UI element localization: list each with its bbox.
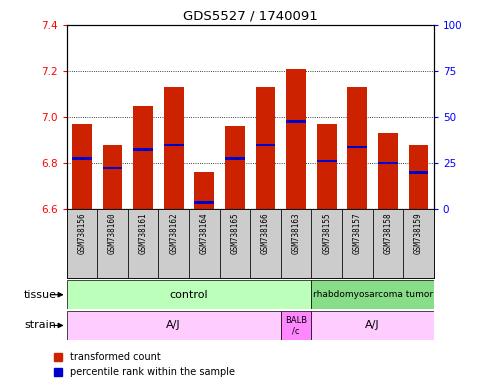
Text: GSM738156: GSM738156: [77, 213, 86, 254]
Bar: [103, 167, 122, 169]
Text: GSM738164: GSM738164: [200, 213, 209, 254]
Text: GSM738161: GSM738161: [139, 213, 147, 254]
Bar: [348, 146, 367, 148]
Bar: [164, 144, 183, 146]
Bar: [103, 145, 122, 209]
Text: GSM738165: GSM738165: [230, 213, 240, 254]
Bar: [128, 209, 158, 278]
Bar: [255, 144, 276, 146]
Bar: [286, 121, 306, 123]
Text: GSM738166: GSM738166: [261, 213, 270, 254]
Bar: [378, 162, 398, 164]
Bar: [317, 160, 337, 162]
Bar: [72, 157, 92, 160]
Bar: [409, 145, 428, 209]
Text: GSM738158: GSM738158: [384, 213, 392, 254]
Bar: [312, 311, 434, 340]
Text: GSM738159: GSM738159: [414, 213, 423, 254]
Bar: [225, 157, 245, 160]
Text: strain: strain: [25, 320, 57, 331]
Bar: [97, 209, 128, 278]
Bar: [225, 126, 245, 209]
Bar: [67, 280, 312, 309]
Bar: [133, 106, 153, 209]
Bar: [250, 209, 281, 278]
Bar: [67, 311, 281, 340]
Bar: [373, 209, 403, 278]
Text: GSM738162: GSM738162: [169, 213, 178, 254]
Bar: [255, 87, 276, 209]
Text: GSM738160: GSM738160: [108, 213, 117, 254]
Bar: [403, 209, 434, 278]
Text: BALB
/c: BALB /c: [285, 316, 307, 335]
Bar: [348, 87, 367, 209]
Text: GSM738163: GSM738163: [291, 213, 301, 254]
Bar: [286, 69, 306, 209]
Bar: [67, 209, 97, 278]
Bar: [378, 133, 398, 209]
Text: A/J: A/J: [166, 320, 181, 331]
Text: GSM738157: GSM738157: [353, 213, 362, 254]
Text: tissue: tissue: [24, 290, 57, 300]
Bar: [281, 311, 312, 340]
Bar: [194, 172, 214, 209]
Text: rhabdomyosarcoma tumor: rhabdomyosarcoma tumor: [313, 290, 433, 299]
Bar: [317, 124, 337, 209]
Bar: [312, 209, 342, 278]
Bar: [164, 87, 183, 209]
Bar: [312, 280, 434, 309]
Bar: [194, 201, 214, 204]
Legend: transformed count, percentile rank within the sample: transformed count, percentile rank withi…: [54, 353, 235, 377]
Bar: [219, 209, 250, 278]
Bar: [72, 124, 92, 209]
Text: GSM738155: GSM738155: [322, 213, 331, 254]
Bar: [409, 171, 428, 174]
Bar: [133, 148, 153, 151]
Text: A/J: A/J: [365, 320, 380, 331]
Text: control: control: [170, 290, 209, 300]
Text: GDS5527 / 1740091: GDS5527 / 1740091: [183, 10, 317, 23]
Bar: [342, 209, 373, 278]
Bar: [158, 209, 189, 278]
Bar: [281, 209, 312, 278]
Bar: [189, 209, 219, 278]
